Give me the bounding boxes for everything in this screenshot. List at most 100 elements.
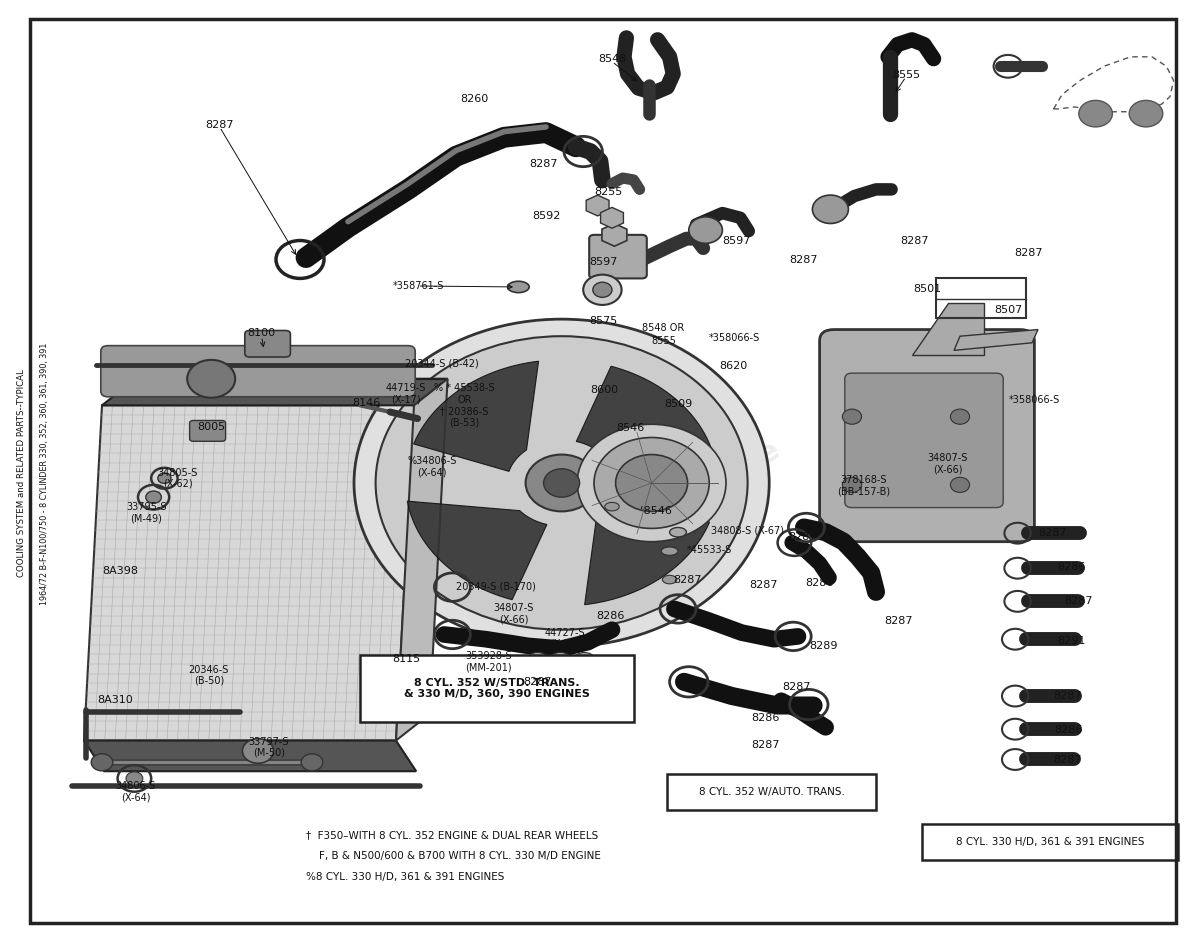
Bar xyxy=(360,655,634,722)
FancyBboxPatch shape xyxy=(245,331,290,357)
Text: (X-64): (X-64) xyxy=(418,468,446,477)
FancyBboxPatch shape xyxy=(845,373,1003,508)
Text: 8 CYL. 352 W/AUTO. TRANS.: 8 CYL. 352 W/AUTO. TRANS. xyxy=(698,787,845,796)
Circle shape xyxy=(1079,100,1112,127)
Text: 8286: 8286 xyxy=(1057,563,1086,572)
Text: 44727-S: 44727-S xyxy=(545,628,586,637)
Polygon shape xyxy=(84,741,416,771)
Text: 8548 OR: 8548 OR xyxy=(642,323,685,332)
Text: 8592: 8592 xyxy=(532,211,560,221)
Circle shape xyxy=(689,217,722,243)
Polygon shape xyxy=(407,501,547,599)
Text: 1964/72 B-F-N100/750 - 8 CYLINDER 330, 352, 360, 361, 390, 391: 1964/72 B-F-N100/750 - 8 CYLINDER 330, 3… xyxy=(40,342,49,605)
Text: 8287: 8287 xyxy=(1038,528,1067,538)
Circle shape xyxy=(594,438,709,528)
Text: %8 CYL. 330 H/D, 361 & 391 ENGINES: %8 CYL. 330 H/D, 361 & 391 ENGINES xyxy=(306,872,504,882)
Circle shape xyxy=(812,195,848,223)
Text: 8287: 8287 xyxy=(1054,691,1082,701)
Text: 8287: 8287 xyxy=(751,741,780,750)
Text: 8 CYL. 352 W/STD. TRANS.
& 330 M/D, 360, 390 ENGINES: 8 CYL. 352 W/STD. TRANS. & 330 M/D, 360,… xyxy=(404,678,589,699)
Text: 20349-S (B-170): 20349-S (B-170) xyxy=(456,581,535,591)
Text: 20344-S (B-42): 20344-S (B-42) xyxy=(404,359,479,368)
Text: 33797-S: 33797-S xyxy=(248,737,289,746)
Circle shape xyxy=(376,336,748,630)
Polygon shape xyxy=(584,494,709,605)
Text: 8548: 8548 xyxy=(598,54,626,63)
Text: 8287: 8287 xyxy=(1014,248,1043,258)
Text: 8A310: 8A310 xyxy=(97,695,133,705)
Circle shape xyxy=(526,652,550,671)
Text: ‘8546: ‘8546 xyxy=(641,507,672,516)
Text: F, B & N500/600 & B700 WITH 8 CYL. 330 M/D ENGINE: F, B & N500/600 & B700 WITH 8 CYL. 330 M… xyxy=(306,851,601,861)
Text: 8600: 8600 xyxy=(590,385,619,395)
Circle shape xyxy=(950,477,970,492)
Text: 8287: 8287 xyxy=(1064,597,1093,606)
Text: 8286: 8286 xyxy=(805,579,834,588)
Circle shape xyxy=(158,473,172,484)
Text: FordTruckZone.com: FordTruckZone.com xyxy=(396,344,708,527)
Text: *358066-S: *358066-S xyxy=(1009,395,1060,404)
Circle shape xyxy=(1129,100,1163,127)
Polygon shape xyxy=(586,195,610,216)
Circle shape xyxy=(301,754,323,771)
Text: 8507: 8507 xyxy=(994,305,1022,314)
Ellipse shape xyxy=(605,502,619,511)
Circle shape xyxy=(577,424,726,542)
Circle shape xyxy=(572,652,596,671)
Text: (X-64): (X-64) xyxy=(121,793,150,802)
Text: 8260: 8260 xyxy=(460,95,488,104)
Text: 378168-S: 378168-S xyxy=(841,475,887,485)
Text: 8287: 8287 xyxy=(529,159,558,169)
Polygon shape xyxy=(602,223,626,246)
Text: 8575: 8575 xyxy=(589,316,618,326)
Text: *358761-S: *358761-S xyxy=(394,281,444,291)
Text: 8287: 8287 xyxy=(523,677,552,687)
Text: 8287: 8287 xyxy=(205,120,234,130)
Text: (BB-157-B): (BB-157-B) xyxy=(838,487,890,496)
Circle shape xyxy=(950,409,970,424)
Ellipse shape xyxy=(662,575,677,583)
Text: 8287: 8287 xyxy=(782,682,811,691)
Circle shape xyxy=(842,409,862,424)
Text: 34807-S: 34807-S xyxy=(493,603,534,613)
Polygon shape xyxy=(414,361,539,472)
Circle shape xyxy=(842,477,862,492)
Circle shape xyxy=(91,754,113,771)
Circle shape xyxy=(583,275,622,305)
Circle shape xyxy=(354,319,769,647)
Text: 8291: 8291 xyxy=(1057,636,1086,646)
Text: 8287: 8287 xyxy=(790,256,818,265)
Text: 34807-S: 34807-S xyxy=(928,454,968,463)
Text: *358066-S: *358066-S xyxy=(709,333,760,343)
Bar xyxy=(922,824,1178,860)
Circle shape xyxy=(242,739,274,763)
Ellipse shape xyxy=(508,281,529,293)
Bar xyxy=(667,774,876,810)
Text: %34806-S: %34806-S xyxy=(407,456,457,466)
Circle shape xyxy=(593,282,612,297)
Text: (X-62): (X-62) xyxy=(163,479,192,489)
Text: 8287: 8287 xyxy=(749,581,778,590)
FancyBboxPatch shape xyxy=(190,420,226,441)
Text: 20346-S: 20346-S xyxy=(188,665,229,674)
Circle shape xyxy=(146,491,161,504)
Text: 8509: 8509 xyxy=(664,400,692,409)
Polygon shape xyxy=(84,405,414,741)
Text: (MM-201): (MM-201) xyxy=(466,663,511,672)
Text: †  F350–WITH 8 CYL. 352 ENGINE & DUAL REAR WHEELS: † F350–WITH 8 CYL. 352 ENGINE & DUAL REA… xyxy=(306,831,599,840)
FancyBboxPatch shape xyxy=(589,235,647,278)
Text: (X-24): (X-24) xyxy=(551,639,580,649)
Text: 8501: 8501 xyxy=(913,284,942,294)
Polygon shape xyxy=(600,207,624,228)
Text: 8255: 8255 xyxy=(594,188,623,197)
Text: 34808-S (X-67): 34808-S (X-67) xyxy=(712,526,784,535)
Text: 8286: 8286 xyxy=(1054,725,1082,735)
Text: † 20386-S: † 20386-S xyxy=(440,406,488,416)
Polygon shape xyxy=(576,366,716,465)
Text: (X-66): (X-66) xyxy=(934,465,962,474)
Text: 8286: 8286 xyxy=(751,713,780,723)
Text: 8287: 8287 xyxy=(673,575,702,584)
Text: 8597: 8597 xyxy=(589,258,618,267)
FancyBboxPatch shape xyxy=(101,346,415,397)
Text: 8620: 8620 xyxy=(719,361,748,370)
